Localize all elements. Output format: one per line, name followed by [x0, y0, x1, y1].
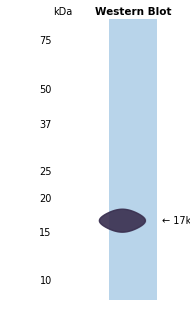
Text: Western Blot: Western Blot: [95, 7, 171, 17]
Text: kDa: kDa: [53, 7, 72, 17]
Bar: [109, 19, 157, 300]
Text: ← 17kDa: ← 17kDa: [162, 216, 190, 226]
Polygon shape: [99, 209, 145, 232]
Polygon shape: [100, 209, 146, 232]
